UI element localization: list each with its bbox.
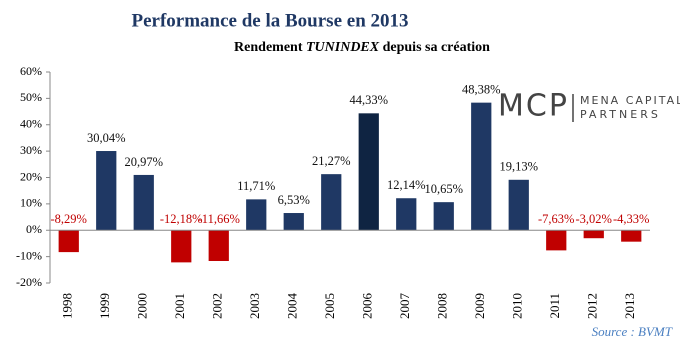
y-tick-label: -20% xyxy=(16,275,42,289)
value-label: 11,71% xyxy=(237,179,275,193)
bar xyxy=(546,230,567,251)
subtitle-part: depuis sa création xyxy=(383,40,491,55)
y-tick-label: 0% xyxy=(26,222,42,236)
value-label: 20,97% xyxy=(124,155,163,169)
bar xyxy=(621,230,642,242)
value-label: -7,63% xyxy=(538,212,574,226)
bar xyxy=(208,230,229,262)
x-tick-label: 2004 xyxy=(285,293,300,320)
chart-title: Performance de la Bourse en 2013 xyxy=(131,10,408,31)
x-tick-label: 2005 xyxy=(322,293,337,319)
bar xyxy=(583,230,604,239)
x-tick-label: 2007 xyxy=(397,293,412,320)
value-label: 30,04% xyxy=(87,131,126,145)
y-tick-label: 60% xyxy=(20,64,42,78)
bar xyxy=(396,198,417,231)
value-label: 48,38% xyxy=(462,83,501,97)
x-tick-label: 2013 xyxy=(622,293,637,319)
bar xyxy=(246,199,267,231)
bar xyxy=(58,230,79,253)
bar xyxy=(358,113,379,231)
x-tick-label: 2002 xyxy=(210,293,225,319)
bar xyxy=(321,174,342,231)
logo-line1: MENA CAPITAL xyxy=(580,94,680,107)
x-tick-label: 1998 xyxy=(60,293,75,319)
bar xyxy=(133,174,154,231)
value-label: 44,33% xyxy=(349,93,388,107)
value-label: 19,13% xyxy=(499,160,538,174)
value-label: -12,18% xyxy=(160,212,203,226)
x-tick-label: 2000 xyxy=(135,293,150,319)
subtitle-part: Rendement xyxy=(234,40,303,55)
bar xyxy=(283,213,304,231)
logo: MCP MENA CAPITAL PARTNERS xyxy=(498,89,680,124)
value-label: 12,14% xyxy=(387,178,426,192)
chart-subtitle: Rendement TUNINDEX depuis sa création xyxy=(234,40,490,55)
source: Source : BVMT xyxy=(592,324,673,339)
x-tick-label: 2008 xyxy=(435,293,450,319)
x-tick-label: 1999 xyxy=(97,293,112,319)
value-label: -8,29% xyxy=(51,212,87,226)
value-label: 21,27% xyxy=(312,154,351,168)
bar xyxy=(508,179,529,231)
x-tick-label: 2006 xyxy=(360,293,375,320)
logo-line2: PARTNERS xyxy=(580,108,661,121)
y-tick-label: 30% xyxy=(20,143,42,157)
x-tick-label: 2003 xyxy=(247,293,262,319)
x-tick-label: 2012 xyxy=(585,293,600,319)
y-tick-label: 40% xyxy=(20,117,42,131)
value-label: -3,02% xyxy=(576,212,612,226)
y-tick-label: 50% xyxy=(20,90,42,104)
bar xyxy=(171,230,192,263)
value-label: -4,33% xyxy=(613,212,649,226)
y-tick-label: -10% xyxy=(16,248,42,262)
bar xyxy=(433,202,454,231)
x-tick-label: 2011 xyxy=(547,293,562,319)
bar xyxy=(96,151,117,231)
y-tick-label: 10% xyxy=(20,196,42,210)
x-tick-label: 2001 xyxy=(172,293,187,319)
x-tick-label: 2009 xyxy=(472,293,487,319)
value-label: 6,53% xyxy=(278,193,310,207)
x-tick-label: 2010 xyxy=(510,293,525,319)
value-label: -11,66% xyxy=(198,212,240,226)
bar xyxy=(471,102,492,231)
logo-mark: MCP xyxy=(498,89,569,124)
subtitle-index: TUNINDEX xyxy=(306,40,380,55)
y-tick-label: 20% xyxy=(20,169,42,183)
value-label: 10,65% xyxy=(424,182,463,196)
